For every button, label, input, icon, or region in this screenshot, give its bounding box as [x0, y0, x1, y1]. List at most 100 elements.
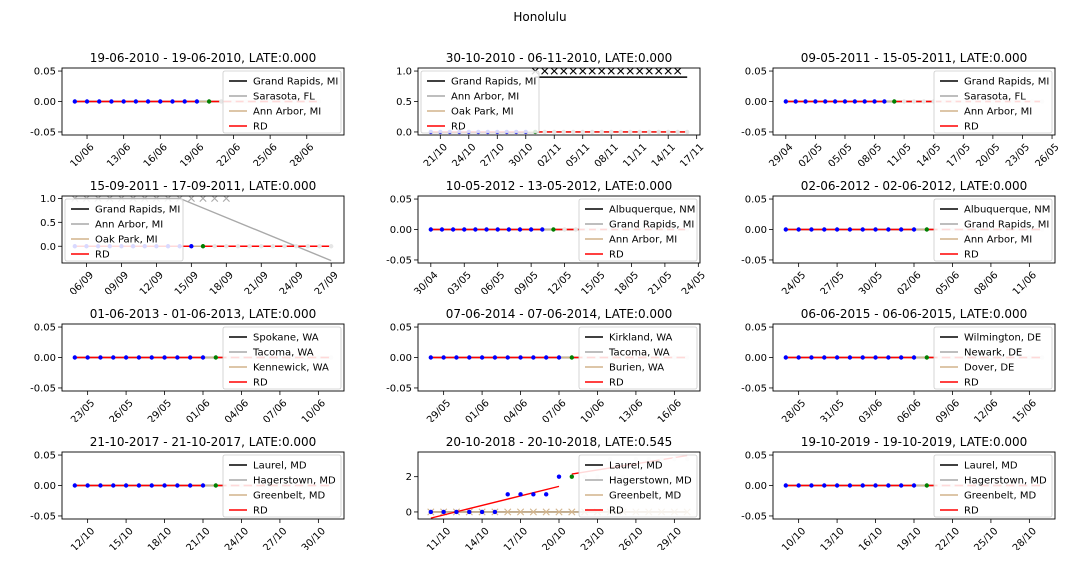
y-tick-label: -0.05: [741, 255, 767, 266]
legend: Grand Rapids, MI Sarasota, FL Ann Arbor, M…: [222, 70, 342, 134]
pre-point: [809, 355, 814, 360]
pre-point: [506, 227, 512, 232]
post-point: [892, 99, 897, 104]
chart-panel: 09-05-2011 - 15-05-2011, LATE:0.000 0.05 0…: [715, 42, 1073, 170]
y-tick-label: 0.00: [745, 97, 767, 108]
chart-title: 10-05-2012 - 13-05-2012, LATE:0.000: [446, 179, 673, 193]
x-tick-label: 06/09: [68, 270, 96, 294]
post-point: [305, 244, 311, 249]
y-tick-label: 0.00: [34, 481, 56, 492]
chart-svg: 15-09-2011 - 17-09-2011, LATE:0.000 1.0 0.…: [40, 179, 345, 298]
chart-title: 19-10-2019 - 19-10-2019, LATE:0.000: [801, 435, 1028, 449]
pre-point: [123, 483, 129, 488]
y-tick-label: 0.00: [745, 225, 767, 236]
x-tick-label: 29/05: [146, 398, 174, 422]
y-tick-label: 0.05: [745, 67, 767, 78]
x-tick-label: 05/06: [934, 270, 962, 294]
pre-point: [467, 509, 472, 515]
x-tick-label: 08/06: [972, 270, 1000, 294]
pre-point: [872, 99, 877, 104]
chart-svg: 10-05-2012 - 13-05-2012, LATE:0.000 0.05 0…: [386, 179, 708, 298]
legend-label: RD: [253, 378, 268, 389]
legend-box: [933, 326, 1053, 390]
chart-title: 06-06-2015 - 06-06-2015, LATE:0.000: [801, 307, 1028, 321]
pre-point: [540, 227, 545, 232]
x-tick-label: 14/10: [464, 526, 492, 550]
pre-point: [898, 483, 904, 488]
post-point: [924, 355, 930, 360]
x-tick-label: 26/10: [617, 526, 645, 550]
post-point: [618, 129, 623, 135]
legend-label: Ann Arbor, MI: [964, 235, 1032, 246]
post-point: [200, 244, 206, 249]
x-tick-label: 12/05: [546, 270, 574, 294]
x-tick-label: 24/05: [680, 270, 708, 294]
pre-point: [200, 355, 206, 360]
series-marker: [568, 508, 576, 516]
pre-point: [796, 227, 801, 232]
series-marker: [541, 68, 549, 75]
series-marker: [504, 508, 512, 516]
pre-point: [121, 99, 126, 104]
legend: Grand Rapids, MI Ann Arbor, MI Oak Park, M…: [64, 198, 184, 262]
series-marker: [588, 68, 596, 75]
post-point: [580, 129, 585, 135]
pre-point: [517, 227, 523, 232]
chart-svg: 07-06-2014 - 07-06-2014, LATE:0.000 0.05 0…: [386, 307, 701, 426]
series-marker: [569, 68, 577, 75]
legend-box: [578, 454, 698, 518]
plot-area: 10-05-2012 - 13-05-2012, LATE:0.000 0.05 0…: [386, 179, 708, 298]
x-tick-label: 31/05: [819, 398, 847, 422]
x-tick-label: 15/09: [173, 270, 201, 294]
x-tick-label: 15/05: [580, 270, 608, 294]
y-tick-label: 0.05: [34, 67, 56, 78]
legend-label: Greenbelt, MD: [964, 491, 1036, 502]
chart-panel: 20-10-2018 - 20-10-2018, LATE:0.545 2 0 11/…: [360, 426, 718, 554]
post-point: [259, 244, 264, 249]
x-tick-label: 12/10: [69, 526, 97, 550]
plot-area: 07-06-2014 - 07-06-2014, LATE:0.000 0.05 0…: [386, 307, 701, 426]
pre-point: [886, 227, 891, 232]
x-tick-label: 27/05: [819, 270, 847, 294]
chart-svg: 30-10-2010 - 06-11-2010, LATE:0.000 1.0 0.…: [396, 51, 706, 170]
x-tick-label: 24/09: [278, 270, 306, 294]
pre-point: [518, 492, 523, 497]
legend-label: Albuquerque, NM: [964, 205, 1050, 216]
x-tick-label: 05/11: [564, 142, 592, 166]
pre-point: [462, 227, 467, 232]
pre-point: [834, 483, 840, 488]
legend-label: Tacoma, WA: [252, 348, 314, 359]
post-point: [684, 129, 690, 135]
y-tick-label: -0.05: [30, 511, 56, 522]
pre-point: [860, 483, 865, 488]
series-marker: [636, 68, 644, 75]
legend-box: [222, 326, 342, 390]
x-tick-label: 02/06: [895, 270, 923, 294]
x-tick-label: 26/05: [108, 398, 136, 422]
post-point: [247, 244, 252, 249]
legend-label: Grand Rapids, MI: [964, 77, 1049, 88]
legend-label: Grand Rapids, MI: [451, 77, 536, 88]
pre-point: [886, 355, 891, 360]
pre-point: [495, 227, 500, 232]
chart-panel: 10-05-2012 - 13-05-2012, LATE:0.000 0.05 0…: [360, 170, 718, 298]
y-tick-label: -0.05: [741, 511, 767, 522]
x-tick-label: 28/05: [780, 398, 808, 422]
x-tick-label: 15/10: [108, 526, 136, 550]
legend-label: Kennewick, WA: [253, 363, 329, 374]
pre-point: [543, 355, 549, 360]
x-tick-label: 30/10: [300, 526, 328, 550]
pre-point: [834, 355, 840, 360]
pre-point: [441, 509, 446, 515]
legend-label: Grand Rapids, MI: [95, 205, 180, 216]
legend-box: [933, 454, 1053, 518]
chart-panel: 21-10-2017 - 21-10-2017, LATE:0.000 0.05 0…: [4, 426, 362, 554]
chart-title: 01-06-2013 - 01-06-2013, LATE:0.000: [90, 307, 317, 321]
pre-point: [162, 483, 167, 488]
pre-point: [822, 227, 827, 232]
x-tick-label: 15/06: [1011, 398, 1039, 422]
x-tick-label: 22/10: [934, 526, 962, 550]
chart-title: 15-09-2011 - 17-09-2011, LATE:0.000: [90, 179, 317, 193]
chart-svg: 01-06-2013 - 01-06-2013, LATE:0.000 0.05 0…: [30, 307, 345, 426]
x-tick-label: 25/06: [252, 142, 280, 166]
